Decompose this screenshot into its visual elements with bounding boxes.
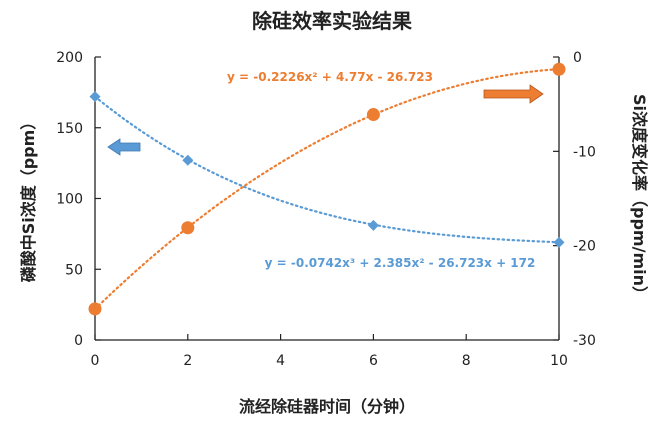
blue-diamond-point (553, 236, 565, 248)
x-tick-label: 0 (91, 353, 100, 369)
data-points (88, 62, 566, 316)
x-tick-label: 6 (369, 353, 378, 369)
orange-circle-point (366, 108, 380, 122)
y-left-tick-label: 50 (65, 262, 83, 278)
blue-diamond-point (182, 154, 194, 166)
orange-trendline-equation: y = -0.2226x² + 4.77x - 26.723 (227, 70, 433, 84)
blue-trendline-equation: y = -0.0742x³ + 2.385x² - 26.723x + 172 (265, 256, 536, 270)
orange-circle-point (181, 221, 195, 235)
blue-diamond-point (89, 91, 101, 103)
orange-trendline (93, 68, 561, 311)
orange-circle-point (88, 302, 102, 316)
x-tick-label: 8 (462, 353, 471, 369)
x-tick-label: 2 (183, 353, 192, 369)
x-ticks: 0 2 4 6 8 10 (91, 334, 568, 369)
y-axis-left-title: 磷酸中Si浓度（ppm） (19, 114, 38, 283)
blue-trendline (93, 95, 561, 244)
orange-circle-point (552, 62, 566, 76)
y-left-tick-label: 200 (56, 50, 83, 66)
left-axis-arrow (107, 138, 141, 156)
trendlines (93, 68, 561, 311)
y-right-tick-label: -20 (573, 239, 596, 255)
y-left-tick-label: 0 (74, 333, 83, 349)
y-right-tick-label: -10 (573, 144, 596, 160)
y-right-tick-label: 0 (573, 50, 582, 66)
plot-area: 0 2 4 6 8 10 0 50 100 150 200 0 -10 -20 -30 (56, 50, 596, 369)
y-axis-right-title: Si浓度变化率（ppm/min） (630, 94, 649, 302)
y-right-ticks: 0 -10 -20 -30 (553, 50, 596, 349)
y-right-tick-label: -30 (573, 333, 596, 349)
y-left-tick-label: 100 (56, 192, 83, 208)
y-left-tick-label: 150 (56, 121, 83, 137)
right-axis-arrow (483, 84, 544, 104)
blue-diamond-point (367, 219, 379, 231)
y-left-ticks: 0 50 100 150 200 (56, 50, 101, 349)
x-tick-label: 4 (276, 353, 285, 369)
x-tick-label: 10 (550, 353, 568, 369)
chart-title: 除硅效率实验结果 (252, 9, 412, 33)
x-axis-title: 流经除硅器时间（分钟） (239, 397, 415, 416)
